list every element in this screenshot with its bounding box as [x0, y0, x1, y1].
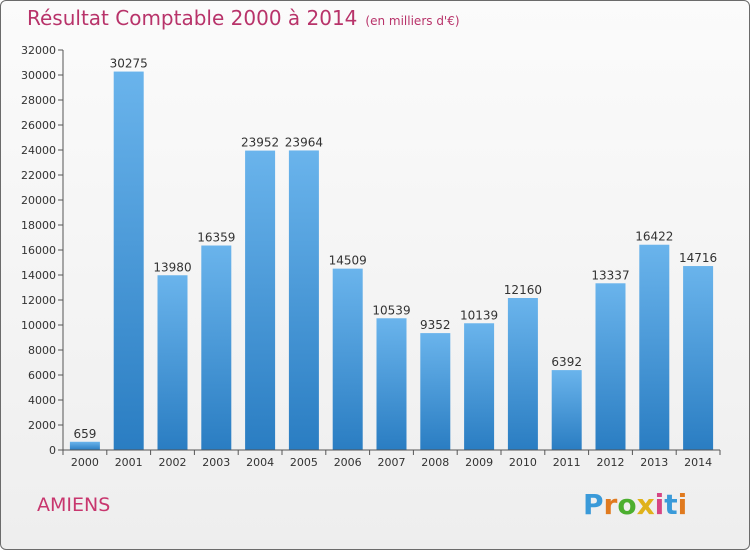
bar-2014: [683, 266, 714, 450]
data-label-2002: 13980: [153, 260, 191, 274]
y-tick-label-28000: 28000: [21, 94, 56, 107]
data-label-2003: 16359: [197, 231, 235, 245]
y-tick-label-10000: 10000: [21, 319, 56, 332]
data-label-2004: 23952: [241, 136, 279, 150]
bar-2012: [595, 283, 626, 450]
data-label-2005: 23964: [285, 135, 323, 149]
data-label-2010: 12160: [504, 283, 542, 297]
logo-letter: P: [583, 488, 604, 521]
chart-title-block: Résultat Comptable 2000 à 2014 (en millie…: [27, 6, 460, 30]
bar-2007: [376, 318, 407, 450]
data-label-2006: 14509: [329, 254, 367, 268]
bar-2011: [551, 370, 582, 450]
x-tick-label-2007: 2007: [378, 456, 406, 469]
data-label-2007: 10539: [372, 303, 410, 317]
bar-2005: [288, 150, 319, 450]
bar-2002: [157, 275, 188, 450]
logo-letter: o: [617, 488, 637, 521]
x-tick-label-2011: 2011: [553, 456, 581, 469]
x-tick-label-2004: 2004: [246, 456, 274, 469]
chart-title: Résultat Comptable 2000 à 2014: [27, 6, 358, 30]
x-tick-label-2001: 2001: [115, 456, 143, 469]
bar-2000: [69, 441, 100, 450]
y-tick-label-22000: 22000: [21, 169, 56, 182]
y-tick-label-4000: 4000: [28, 394, 56, 407]
logo-letter: r: [603, 488, 618, 521]
logo-letter: x: [636, 488, 655, 521]
logo-letter: i: [677, 488, 688, 521]
bar-2013: [639, 244, 670, 450]
data-label-2000: 659: [73, 427, 96, 441]
data-label-2011: 6392: [551, 355, 582, 369]
x-tick-label-2000: 2000: [71, 456, 99, 469]
y-tick-label-30000: 30000: [21, 69, 56, 82]
bar-2003: [201, 245, 232, 450]
data-label-2013: 16422: [635, 230, 673, 244]
y-tick-label-18000: 18000: [21, 219, 56, 232]
x-tick-label-2006: 2006: [334, 456, 362, 469]
proxiti-logo: Proxiti: [583, 488, 687, 521]
data-label-2012: 13337: [591, 268, 629, 282]
x-tick-label-2002: 2002: [159, 456, 187, 469]
city-name: AMIENS: [37, 494, 111, 516]
bar-2006: [332, 268, 363, 450]
logo-letter: t: [664, 488, 678, 521]
bar-2004: [245, 150, 276, 450]
x-tick-label-2005: 2005: [290, 456, 318, 469]
chart-subtitle: (en milliers d'€): [365, 14, 460, 28]
y-tick-label-16000: 16000: [21, 244, 56, 257]
y-tick-label-32000: 32000: [21, 44, 56, 57]
x-tick-label-2009: 2009: [465, 456, 493, 469]
y-tick-label-6000: 6000: [28, 369, 56, 382]
bar-2009: [464, 323, 495, 450]
data-label-2009: 10139: [460, 308, 498, 322]
y-tick-label-12000: 12000: [21, 294, 56, 307]
x-tick-label-2008: 2008: [421, 456, 449, 469]
y-tick-label-24000: 24000: [21, 144, 56, 157]
x-tick-label-2003: 2003: [202, 456, 230, 469]
x-tick-label-2010: 2010: [509, 456, 537, 469]
data-label-2008: 9352: [420, 318, 451, 332]
x-tick-label-2013: 2013: [640, 456, 668, 469]
data-label-2014: 14716: [679, 251, 717, 265]
logo-letter: i: [654, 488, 665, 521]
x-tick-label-2014: 2014: [684, 456, 712, 469]
data-label-2001: 30275: [110, 57, 148, 71]
y-tick-label-2000: 2000: [28, 419, 56, 432]
y-tick-label-0: 0: [49, 444, 56, 457]
bar-2008: [420, 333, 451, 450]
bar-2001: [113, 71, 144, 450]
x-tick-label-2012: 2012: [597, 456, 625, 469]
y-tick-label-26000: 26000: [21, 119, 56, 132]
y-tick-label-14000: 14000: [21, 269, 56, 282]
y-tick-label-8000: 8000: [28, 344, 56, 357]
bar-2010: [507, 298, 538, 450]
y-tick-label-20000: 20000: [21, 194, 56, 207]
